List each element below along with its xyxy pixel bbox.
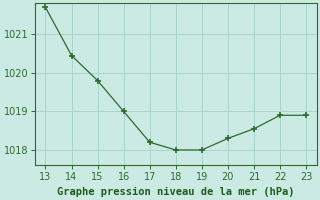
X-axis label: Graphe pression niveau de la mer (hPa): Graphe pression niveau de la mer (hPa) xyxy=(57,186,294,197)
